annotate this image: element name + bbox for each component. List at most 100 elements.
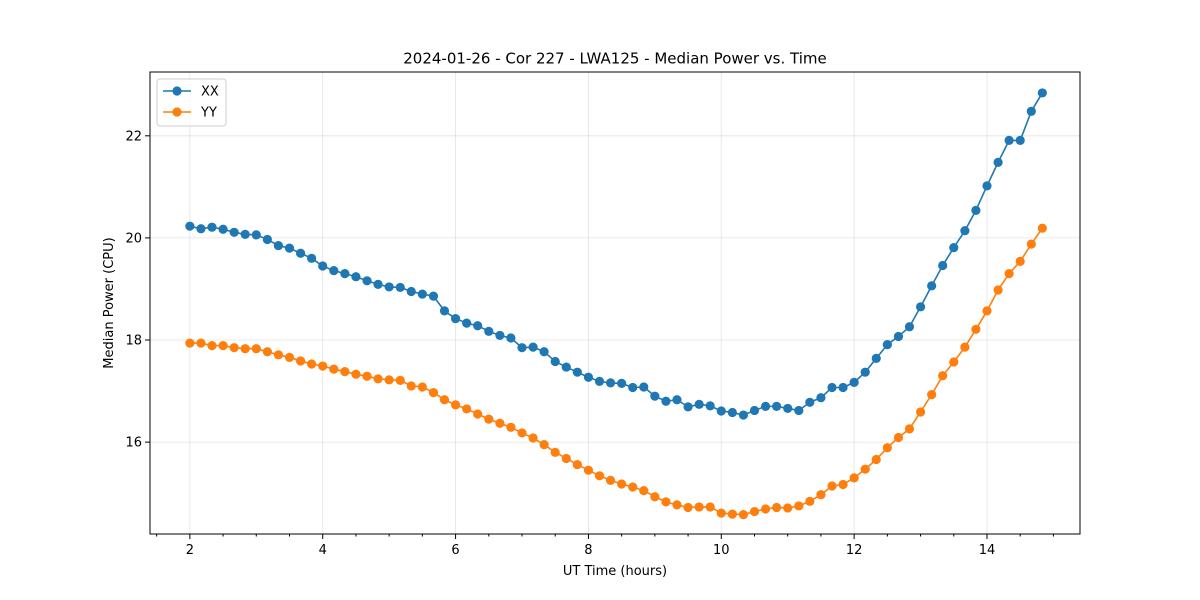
data-point-yy [218, 341, 228, 351]
data-point-yy [329, 364, 339, 374]
data-point-xx [760, 401, 771, 411]
plot-frame [149, 71, 1081, 535]
data-point-xx [893, 331, 904, 342]
data-point-xx [827, 382, 837, 393]
data-point-yy [395, 375, 405, 385]
legend-marker-xx [172, 86, 182, 96]
data-point-xx [484, 326, 494, 336]
data-point-yy [406, 381, 416, 391]
data-point-yy [816, 490, 826, 500]
series-yy [185, 223, 1047, 520]
data-point-yy [694, 502, 704, 512]
data-point-xx [395, 282, 405, 293]
data-point-xx [384, 282, 394, 292]
data-point-yy [772, 502, 782, 513]
data-point-xx [506, 333, 516, 343]
data-point-yy [273, 350, 284, 360]
data-point-yy [716, 508, 726, 518]
data-point-xx [938, 260, 948, 271]
axis-ticks: 2 4 6 8 10 12 14 16 18 20 22 [125, 129, 1054, 558]
data-point-yy [949, 357, 959, 367]
data-point-xx [273, 240, 284, 251]
data-point-yy [340, 367, 350, 377]
data-point-xx [915, 302, 926, 312]
data-point-yy [871, 454, 881, 465]
data-point-yy [927, 390, 937, 400]
x-tick-label: 8 [584, 543, 592, 558]
data-point-yy [794, 501, 804, 511]
y-tick-label: 20 [125, 231, 142, 246]
data-point-yy [639, 486, 649, 496]
data-point-yy [550, 447, 560, 457]
data-point-xx [373, 279, 383, 289]
data-point-yy [583, 465, 594, 475]
data-point-xx [340, 269, 350, 279]
data-point-yy [484, 414, 494, 424]
data-point-yy [727, 509, 737, 519]
legend: XX YY [156, 78, 227, 127]
data-point-xx [1037, 88, 1047, 98]
data-point-xx [783, 403, 793, 414]
data-point-xx [805, 397, 815, 407]
data-point-yy [628, 482, 638, 492]
data-point-xx [838, 382, 848, 393]
legend-label-yy: YY [200, 106, 217, 121]
x-axis-label: UT Time (hours) [563, 564, 667, 579]
data-point-yy [738, 509, 749, 520]
data-point-yy [594, 471, 605, 481]
series-layer [185, 88, 1047, 520]
data-point-xx [572, 367, 582, 377]
data-point-yy [705, 502, 715, 512]
data-point-xx [318, 261, 328, 271]
data-point-xx [517, 343, 527, 353]
data-point-yy [960, 342, 970, 352]
data-point-yy [1026, 239, 1036, 249]
data-point-yy [915, 407, 926, 417]
data-point-xx [362, 276, 372, 286]
data-point-xx [462, 318, 472, 328]
data-point-xx [650, 391, 660, 401]
data-point-xx [904, 322, 915, 332]
data-point-yy [506, 422, 516, 432]
data-point-yy [196, 338, 206, 348]
data-point-xx [860, 367, 870, 377]
data-point-xx [993, 157, 1003, 167]
data-point-xx [882, 340, 892, 350]
data-point-xx [262, 234, 272, 245]
y-tick-label: 22 [125, 129, 142, 144]
data-point-xx [927, 281, 937, 291]
x-tick-label: 10 [713, 543, 730, 558]
data-point-yy [661, 497, 671, 507]
data-point-xx [716, 406, 726, 416]
data-point-yy [495, 418, 505, 428]
data-point-xx [738, 410, 749, 420]
data-point-yy [882, 443, 892, 453]
data-point-xx [949, 243, 959, 253]
data-point-xx [196, 224, 206, 234]
data-point-yy [971, 324, 981, 334]
data-point-xx [307, 253, 317, 263]
legend-marker-yy [172, 107, 182, 117]
data-point-xx [450, 313, 461, 324]
data-point-yy [783, 503, 793, 513]
data-point-yy [749, 506, 760, 517]
data-point-yy [572, 459, 582, 470]
data-point-xx [772, 401, 782, 411]
data-point-yy [838, 479, 848, 490]
data-point-xx [982, 181, 992, 191]
data-point-xx [583, 372, 594, 382]
data-point-yy [650, 492, 660, 502]
data-point-xx [406, 286, 416, 297]
data-point-yy [462, 404, 472, 414]
series-xx [185, 88, 1047, 420]
data-point-xx [628, 382, 638, 393]
data-point-xx [617, 378, 627, 388]
data-point-xx [207, 222, 217, 232]
data-point-yy [760, 504, 771, 514]
data-point-xx [871, 353, 881, 363]
data-point-yy [893, 432, 904, 443]
data-point-xx [495, 330, 505, 341]
data-point-yy [860, 464, 870, 474]
data-point-xx [329, 265, 339, 276]
data-point-xx [185, 221, 195, 231]
